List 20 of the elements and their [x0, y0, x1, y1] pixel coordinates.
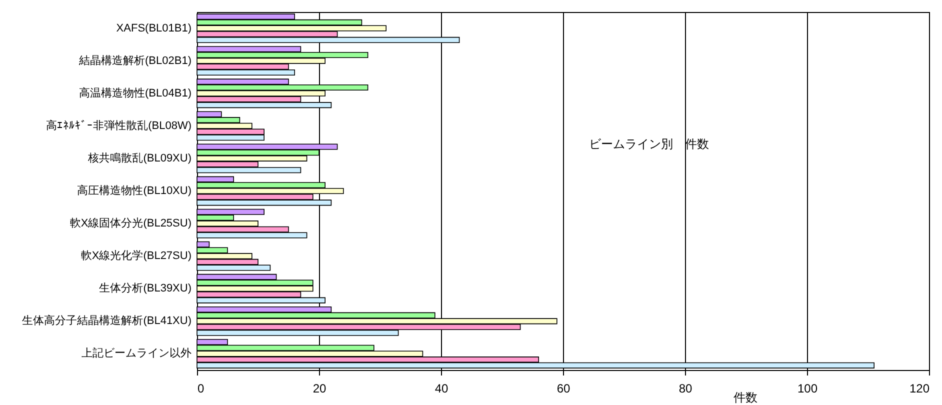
x-tick-label: 0 — [198, 382, 204, 396]
y-tick-label: 軟X線固体分光(BL25SU) — [70, 216, 192, 230]
y-tick-label: 高ｴﾈﾙｷﾞｰ非弾性散乱(BL08W) — [46, 118, 192, 132]
y-tick-label: 高温構造物性(BL04B1) — [79, 86, 192, 100]
y-tick-label: 生体分析(BL39XU) — [99, 282, 192, 295]
y-tick-label: 結晶構造解析(BL02B1) — [78, 54, 192, 67]
x-tick-label: 40 — [434, 382, 448, 396]
x-tick-label: 120 — [909, 382, 930, 396]
y-tick-label: 上記ビームライン以外 — [82, 346, 192, 360]
x-tick-label: 60 — [556, 382, 570, 396]
x-tick-label: 100 — [797, 382, 818, 396]
x-axis-title: 件数 — [734, 390, 758, 404]
y-tick-label: 高圧構造物性(BL10XU) — [77, 184, 192, 197]
y-tick-label: XAFS(BL01B1) — [116, 22, 192, 34]
y-tick-label: 軟X線光化学(BL27SU) — [80, 249, 192, 262]
y-tick-label: 生体高分子結晶構造解析(BL41XU) — [22, 314, 192, 328]
x-tick-label: 80 — [678, 382, 692, 396]
x-tick-label: 20 — [312, 382, 326, 396]
text: ビームライン別 件数 — [589, 137, 709, 151]
y-tick-label: 核共鳴散乱(BL09XU) — [87, 151, 192, 164]
